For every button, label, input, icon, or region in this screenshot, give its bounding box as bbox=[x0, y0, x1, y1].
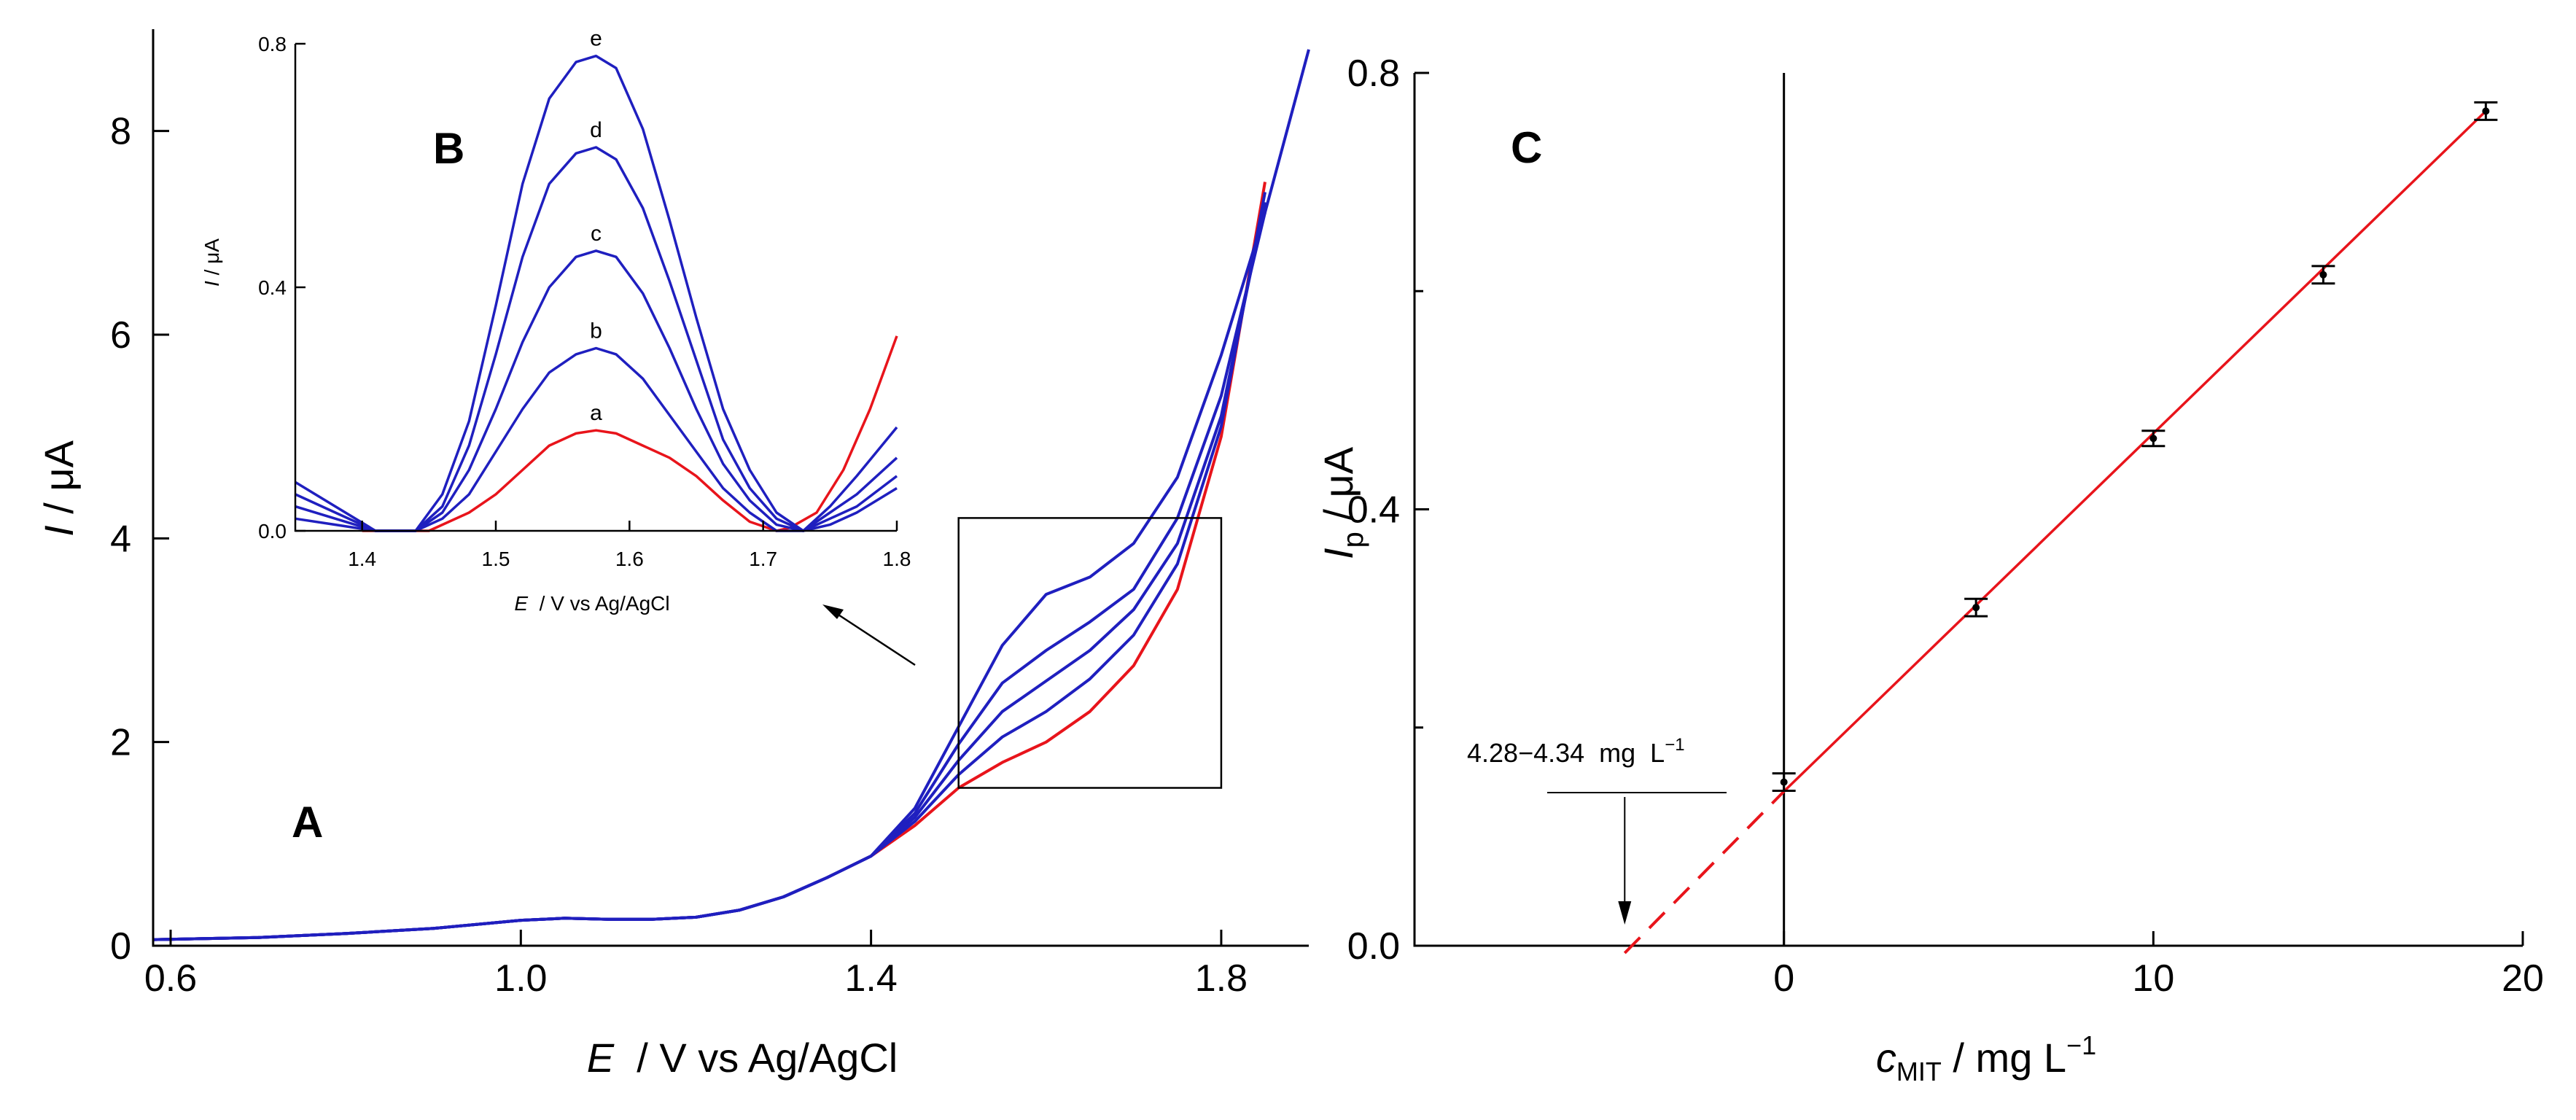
curve-label-d: d bbox=[590, 118, 602, 142]
panel-b-series-d bbox=[295, 146, 898, 532]
data-point bbox=[2141, 429, 2166, 448]
panel-a-y-axis-symbol: I bbox=[36, 525, 82, 537]
data-point bbox=[1964, 597, 1988, 618]
annotation-text: 4.28−4.34 mg L−1 bbox=[1467, 735, 1685, 768]
panel-c-y-axis-unit: / μA bbox=[1315, 446, 1361, 532]
panel-c-y-axis-symbol: I bbox=[1315, 548, 1361, 559]
data-point bbox=[1772, 772, 1796, 793]
panel-b-y-axis-title: I / μA bbox=[201, 238, 223, 287]
panel-b-x-axis-title: E / V vs Ag/AgCl bbox=[514, 592, 669, 615]
panel-c-x-axis-unit: / mg L bbox=[1942, 1035, 2066, 1081]
panel-a-y-tick-label: 6 bbox=[110, 314, 131, 357]
panel-a-chart: 0.6 1.0 1.4 1.8 0 2 4 6 8 E / V vs Ag/AgCl I / μ… bbox=[36, 29, 1310, 1081]
panel-a-y-tick-label: 8 bbox=[110, 111, 131, 153]
panel-c-chart: 0 10 200.00.40.8 4.28−4.34 mg L−1 cMIT / m… bbox=[1315, 52, 2544, 1086]
annotation-arrow-head bbox=[1618, 901, 1632, 925]
data-marker bbox=[2319, 271, 2327, 279]
panel-b-y-tick-label: 0.4 bbox=[258, 276, 287, 299]
panel-b-x-tick-label: 1.8 bbox=[883, 548, 911, 570]
panel-a-x-axis-title: E / V vs Ag/AgCl bbox=[587, 1035, 898, 1081]
data-marker bbox=[2149, 435, 2157, 443]
panel-a-label: A bbox=[292, 798, 323, 847]
panel-a-x-axis-unit: / V vs Ag/AgCl bbox=[614, 1035, 898, 1081]
curve-label-c: c bbox=[591, 222, 602, 246]
panel-b-x-tick-label: 1.5 bbox=[482, 548, 510, 570]
panel-c-x-tick-label: 10 bbox=[2132, 957, 2174, 1000]
panel-c-axes bbox=[1413, 73, 2523, 947]
panel-c-y-tick-label: 0.4 bbox=[1347, 489, 1400, 532]
panel-c-x-tick-label: 0 bbox=[1773, 957, 1794, 1000]
data-point bbox=[2474, 101, 2498, 121]
panel-b-x-tick-label: 1.6 bbox=[615, 548, 644, 570]
panel-b-x-tick-label: 1.4 bbox=[348, 548, 376, 570]
panel-a-y-axis-title: I / μA bbox=[36, 440, 82, 537]
annotation-superscript: −1 bbox=[1665, 735, 1684, 755]
panel-c-y-tick-label: 0.8 bbox=[1347, 52, 1400, 95]
panel-a-y-axis-unit: / μA bbox=[36, 440, 82, 525]
annotation-value: 4.28−4.34 mg L bbox=[1467, 738, 1665, 768]
data-point bbox=[2311, 265, 2335, 285]
curve-label-a: a bbox=[590, 401, 602, 425]
curve-label-b: b bbox=[590, 319, 602, 343]
data-marker bbox=[1972, 604, 1980, 612]
panel-a-x-tick-label: 0.6 bbox=[144, 957, 197, 1000]
panel-c-y-axis-subscript: p bbox=[1337, 532, 1369, 548]
panel-a-x-tick-label: 1.8 bbox=[1195, 957, 1248, 1000]
panel-b-y-tick-label: 0.8 bbox=[258, 33, 287, 55]
panel-b-y-axis-unit: / μA bbox=[201, 238, 223, 281]
panel-b-y-axis-symbol: I bbox=[201, 281, 223, 287]
panel-c-x-axis-superscript: −1 bbox=[2066, 1030, 2096, 1060]
panel-a-series-e bbox=[152, 49, 1310, 941]
regression-line bbox=[1783, 110, 2487, 793]
panel-a-y-tick-label: 2 bbox=[110, 722, 131, 764]
panel-c-x-axis-symbol: c bbox=[1876, 1035, 1896, 1081]
data-marker bbox=[1780, 778, 1788, 786]
panel-a-y-tick-label: 0 bbox=[110, 925, 131, 968]
inset-background bbox=[295, 44, 900, 532]
panel-a-x-tick-label: 1.4 bbox=[844, 957, 897, 1000]
panel-c-y-tick-label: 0.0 bbox=[1347, 925, 1400, 968]
panel-c-x-tick-label: 20 bbox=[2502, 957, 2544, 1000]
panel-c-x-axis-title: cMIT / mg L−1 bbox=[1876, 1030, 2096, 1086]
panel-b-x-axis-symbol: E bbox=[514, 592, 528, 615]
panel-b-series-a bbox=[362, 335, 898, 532]
zoom-arrow-line bbox=[825, 605, 916, 666]
zoom-box bbox=[957, 517, 1223, 789]
panel-b-y-tick-label: 0.0 bbox=[258, 520, 287, 542]
extrapolation-line bbox=[1623, 790, 1786, 954]
panel-b-series-c bbox=[295, 249, 898, 532]
panel-a-y-tick-label: 4 bbox=[110, 518, 131, 560]
panel-b-label: B bbox=[433, 124, 464, 173]
panel-b-x-axis-unit: / V vs Ag/AgCl bbox=[528, 592, 670, 615]
panel-a-x-tick-label: 1.0 bbox=[494, 957, 547, 1000]
panel-c-label: C bbox=[1511, 123, 1542, 172]
panel-c-x-axis-subscript: MIT bbox=[1896, 1057, 1942, 1086]
panel-b-series-e bbox=[295, 54, 898, 532]
panel-c-y-axis-title: Ip / μA bbox=[1315, 446, 1369, 559]
curve-label-e: e bbox=[590, 27, 602, 51]
zoom-arrow-head bbox=[822, 604, 844, 619]
panel-a-x-axis-symbol: E bbox=[587, 1035, 615, 1081]
data-marker bbox=[2482, 107, 2490, 115]
panel-b-x-tick-label: 1.7 bbox=[749, 548, 777, 570]
panel-b-inset-chart: 1.4 1.5 1.6 1.7 1.8 0.0 0.4 0.8 a b c d e E / V vs … bbox=[201, 27, 911, 615]
